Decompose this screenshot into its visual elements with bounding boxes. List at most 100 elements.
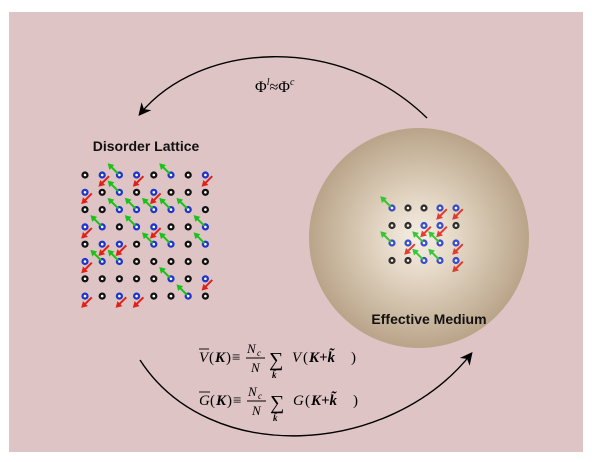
- left-magnetic-atom-core: [118, 294, 121, 298]
- right-magnetic-atom-core: [438, 241, 442, 245]
- left-atom-core: [100, 208, 104, 211]
- left-magnetic-atom-core: [186, 208, 190, 211]
- left-magnetic-atom-core: [83, 294, 87, 298]
- eq2-rhs-func: G: [293, 393, 304, 409]
- right-magnetic-atom-core: [438, 206, 442, 210]
- left-atom-core: [186, 260, 190, 263]
- right-spin-down: [452, 208, 464, 220]
- left-magnetic-atom-core: [169, 173, 173, 177]
- effective-medium-title: Effective Medium: [371, 311, 486, 327]
- right-spin-down: [452, 243, 464, 255]
- right-magnetic-atom-core: [454, 241, 458, 245]
- left-atom-core: [204, 208, 207, 211]
- eq1-func: V: [199, 350, 210, 366]
- right-magnetic-atom-core: [422, 224, 426, 227]
- left-magnetic-atom-core: [118, 242, 121, 246]
- left-magnetic-atom-core: [204, 242, 207, 246]
- left-atom-core: [186, 191, 190, 194]
- left-atom-core: [169, 191, 173, 194]
- eq1-lparen: (: [209, 350, 214, 366]
- eq1-den: N: [250, 360, 261, 375]
- left-magnetic-atom-core: [83, 260, 87, 263]
- left-spin-down: [98, 244, 110, 256]
- left-magnetic-atom-core: [152, 242, 156, 246]
- eq1-arg: K: [214, 350, 226, 366]
- right-spin-up: [412, 248, 424, 261]
- eq1-sum-sub: k̃: [272, 370, 277, 380]
- right-atom-core: [406, 224, 410, 227]
- left-magnetic-atom-core: [152, 208, 156, 211]
- left-spin-down: [150, 227, 162, 239]
- eq2-num: N: [247, 384, 258, 399]
- right-spin-up: [428, 231, 440, 243]
- left-atom-core: [135, 277, 138, 281]
- right-spin-down: [436, 208, 448, 220]
- left-spin-up: [193, 232, 205, 244]
- left-atom-core: [100, 294, 104, 298]
- left-spin-down: [150, 192, 162, 205]
- eq1-rhs-rparen: ): [351, 350, 356, 366]
- left-spin-up: [107, 249, 119, 262]
- eq1-num-sub: c: [257, 348, 261, 358]
- left-magnetic-atom-core: [135, 173, 138, 177]
- left-spin-down: [115, 244, 127, 256]
- eq1-num: N: [246, 341, 257, 356]
- diagram-canvas: Φl≈Φc Disorder Lattice Effective Medium …: [9, 12, 583, 452]
- eq2-rhs-arg: K+k̃: [310, 391, 338, 409]
- left-atom-core: [186, 242, 190, 246]
- left-atom-core: [83, 277, 87, 281]
- eq1-rhs-arg: K+k̃: [308, 348, 336, 366]
- left-magnetic-atom-core: [83, 191, 87, 194]
- eq2-sum: ∑: [270, 392, 284, 414]
- left-spin-down: [98, 175, 110, 187]
- left-magnetic-atom-core: [169, 208, 173, 211]
- eq2-den: N: [251, 403, 262, 418]
- left-magnetic-atom-core: [135, 294, 138, 298]
- eq1-rhs-func: V: [292, 350, 303, 366]
- left-atom-core: [100, 191, 104, 194]
- disorder-lattice-title: Disorder Lattice: [93, 138, 200, 154]
- left-magnetic-atom-core: [100, 173, 104, 177]
- left-spin-down: [81, 296, 93, 308]
- left-atom-core: [204, 294, 207, 298]
- left-atom-core: [204, 260, 207, 263]
- left-magnetic-atom-core: [118, 260, 121, 263]
- left-spin-down: [201, 175, 213, 187]
- left-magnetic-atom-core: [152, 225, 156, 229]
- eq2-num-sub: c: [258, 391, 262, 401]
- left-atom-core: [135, 191, 138, 194]
- right-magnetic-atom-core: [406, 241, 410, 245]
- eq2-sum-sub: k̃: [273, 413, 278, 423]
- right-atom-core: [406, 206, 410, 210]
- left-atom-core: [186, 173, 190, 177]
- right-magnetic-atom-core: [422, 259, 426, 262]
- right-spin-down: [420, 225, 432, 238]
- top-arc-arrow: [138, 56, 428, 119]
- right-magnetic-atom-core: [438, 259, 442, 262]
- eq2-rhs-lparen: (: [305, 393, 310, 409]
- left-atom-core: [83, 242, 87, 246]
- eq1-rhs-lparen: (: [303, 350, 308, 366]
- left-magnetic-atom-core: [100, 260, 104, 263]
- left-spin-up: [159, 267, 171, 279]
- left-atom-core: [169, 260, 173, 263]
- right-spin-up: [428, 248, 440, 261]
- right-atom-core: [406, 259, 410, 262]
- left-spin-up: [176, 197, 188, 210]
- left-atom-core: [83, 173, 87, 177]
- left-magnetic-atom-core: [118, 208, 121, 211]
- right-atom-core: [390, 259, 394, 262]
- right-spin-up: [380, 196, 392, 208]
- eq2-arg: K: [215, 393, 227, 409]
- left-magnetic-atom-core: [152, 191, 156, 194]
- left-spin-down: [132, 175, 145, 187]
- left-spin-down: [81, 261, 93, 274]
- effective-medium-lattice: [380, 196, 464, 273]
- left-spin-up: [107, 197, 119, 210]
- left-magnetic-atom-core: [100, 225, 104, 229]
- disorder-lattice: [81, 163, 213, 308]
- left-atom-core: [118, 277, 121, 281]
- right-spin-up: [380, 231, 392, 243]
- right-atom-core: [390, 224, 394, 227]
- right-spin-down: [436, 225, 448, 238]
